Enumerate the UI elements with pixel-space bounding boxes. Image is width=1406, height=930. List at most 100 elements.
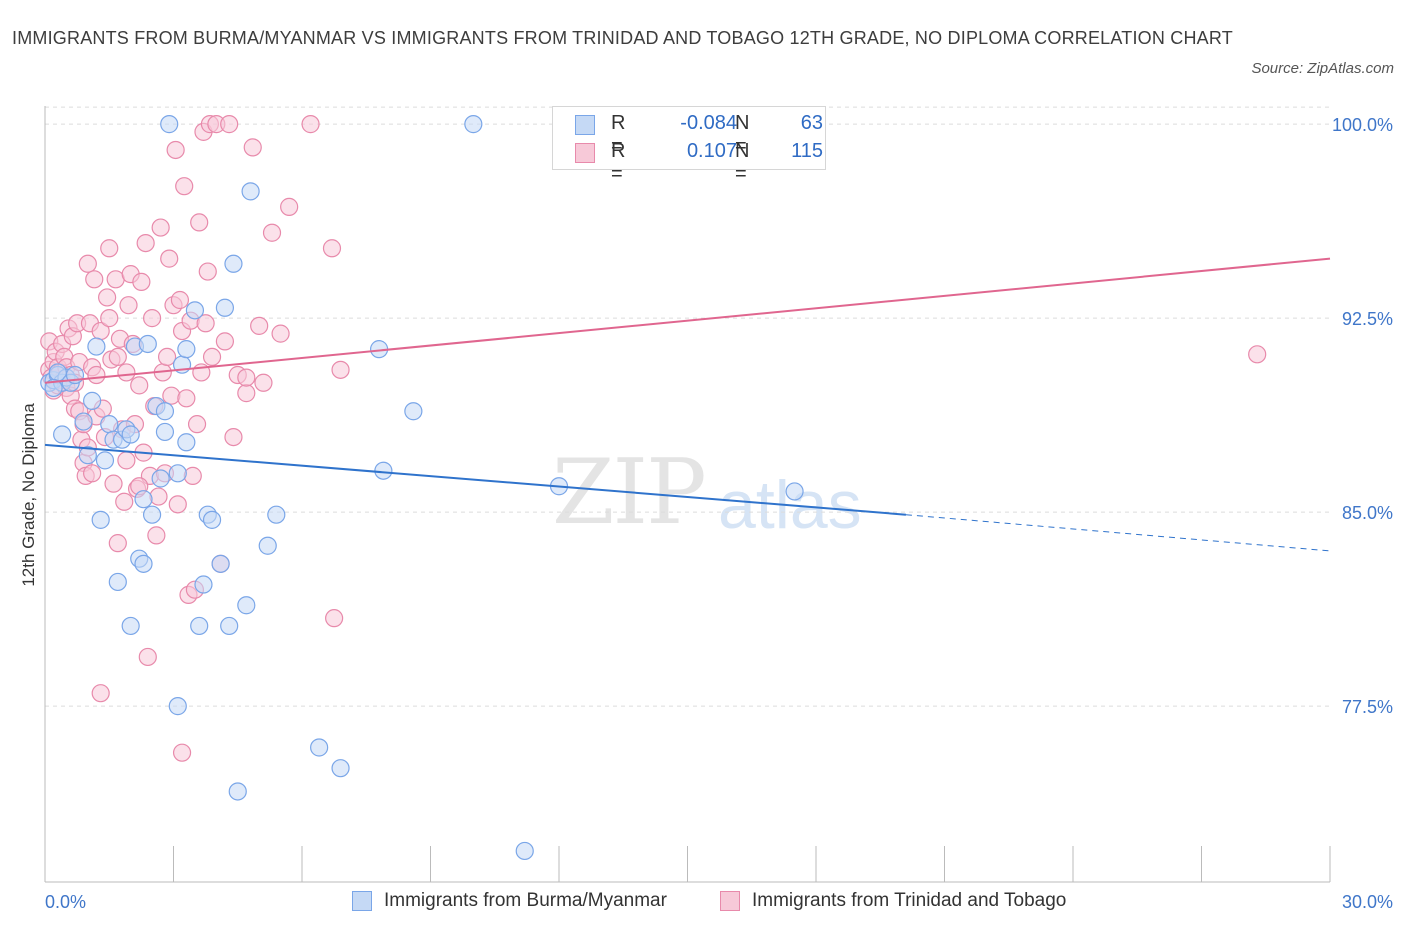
point-burma (168, 697, 187, 716)
point-trinidad (100, 239, 119, 258)
point-burma (83, 391, 102, 410)
point-trinidad (202, 347, 222, 367)
point-trinidad (147, 526, 166, 545)
point-trinidad (220, 115, 239, 134)
point-trinidad (215, 332, 234, 351)
point-burma (121, 616, 140, 636)
point-trinidad (108, 347, 127, 367)
point-burma (134, 490, 153, 509)
legend-swatch-trinidad (575, 143, 595, 163)
point-burma (91, 510, 110, 529)
point-trinidad (117, 363, 136, 382)
point-burma (134, 554, 153, 573)
point-trinidad (100, 309, 119, 328)
point-trinidad (250, 316, 269, 335)
axis-labels: 77.5% 85.0% 92.5% 100.0% 0.0% 30.0% 12th Grade… (19, 115, 1393, 912)
point-trinidad (78, 254, 97, 273)
point-burma (211, 554, 230, 573)
point-trinidad (224, 427, 243, 447)
point-burma (160, 115, 179, 134)
point-trinidad (280, 197, 299, 216)
point-trinidad (151, 218, 170, 237)
point-trinidad (130, 376, 149, 395)
point-burma (515, 841, 534, 861)
trend-line-trinidad (44, 257, 1331, 384)
stats-legend: R = -0.084 N = 63 R = 0.107 N = 115 (552, 106, 826, 185)
x-tick-label: 30.0% (1342, 892, 1393, 912)
bottom-legend-swatch-trinidad (720, 891, 740, 911)
point-burma (74, 412, 93, 431)
legend-n-value: 115 (791, 140, 823, 162)
point-burma (310, 738, 329, 757)
point-trinidad (119, 296, 138, 315)
bottom-legend-swatch-burma (352, 891, 372, 911)
point-burma (142, 505, 162, 524)
trend-line-burma (44, 443, 907, 516)
legend-r-value: -0.084 (680, 112, 737, 134)
legend-r-label: R = (611, 140, 626, 185)
point-trinidad (87, 365, 106, 385)
data-points (40, 115, 1267, 861)
point-burma (220, 616, 239, 636)
point-burma (464, 115, 483, 134)
point-burma (374, 461, 393, 480)
point-trinidad (117, 451, 136, 470)
legend-r-value: 0.107 (686, 140, 737, 162)
point-burma (224, 254, 243, 273)
y-axis-label: 12th Grade, No Diploma (19, 403, 38, 587)
y-tick-label: 85.0% (1342, 503, 1393, 523)
point-trinidad (160, 249, 179, 268)
legend-n-value: 63 (800, 112, 823, 134)
point-trinidad (115, 492, 134, 511)
point-burma (155, 422, 175, 442)
point-burma (177, 433, 196, 452)
point-burma (78, 446, 97, 465)
point-trinidad (149, 487, 168, 506)
point-trinidad (243, 138, 262, 157)
y-tick-label: 77.5% (1342, 697, 1393, 717)
point-burma (121, 425, 140, 444)
legend-swatch-burma (575, 115, 595, 135)
bottom-legend-label: Immigrants from Trinidad and Tobago (752, 890, 1067, 911)
point-trinidad (325, 609, 344, 628)
point-trinidad (237, 384, 256, 403)
axes (44, 106, 1331, 883)
trend-lines (44, 257, 1331, 552)
chart-source: Source: ZipAtlas.com (1251, 60, 1394, 77)
point-trinidad (157, 347, 177, 367)
y-tick-label: 92.5% (1342, 309, 1393, 329)
point-burma (95, 451, 115, 470)
x-tick-label: 0.0% (45, 892, 86, 912)
point-trinidad (271, 324, 290, 343)
point-burma (241, 182, 260, 201)
point-burma (202, 510, 222, 529)
point-burma (331, 759, 350, 778)
point-trinidad (196, 314, 215, 333)
point-trinidad (237, 368, 256, 387)
point-burma (138, 334, 157, 354)
point-trinidad (254, 373, 273, 392)
bottom-legend-label: Immigrants from Burma/Myanmar (384, 890, 667, 911)
point-burma (190, 616, 209, 636)
y-tick-label: 100.0% (1332, 115, 1393, 135)
point-trinidad (83, 464, 102, 483)
point-burma (87, 337, 106, 356)
point-trinidad (331, 360, 350, 379)
point-burma (155, 402, 175, 421)
point-burma (267, 505, 286, 524)
grid-lines (45, 106, 1330, 707)
point-burma (237, 596, 256, 615)
point-trinidad (172, 743, 192, 762)
point-trinidad (187, 415, 207, 434)
point-trinidad (138, 647, 157, 667)
legend-r-label: R = (611, 112, 626, 157)
point-burma (108, 572, 127, 592)
point-burma (215, 298, 234, 317)
point-trinidad (177, 389, 196, 408)
trend-line-burma-extension (905, 514, 1331, 552)
point-trinidad (198, 262, 217, 281)
point-trinidad (162, 386, 181, 405)
point-burma (404, 402, 423, 421)
point-trinidad (170, 290, 190, 310)
